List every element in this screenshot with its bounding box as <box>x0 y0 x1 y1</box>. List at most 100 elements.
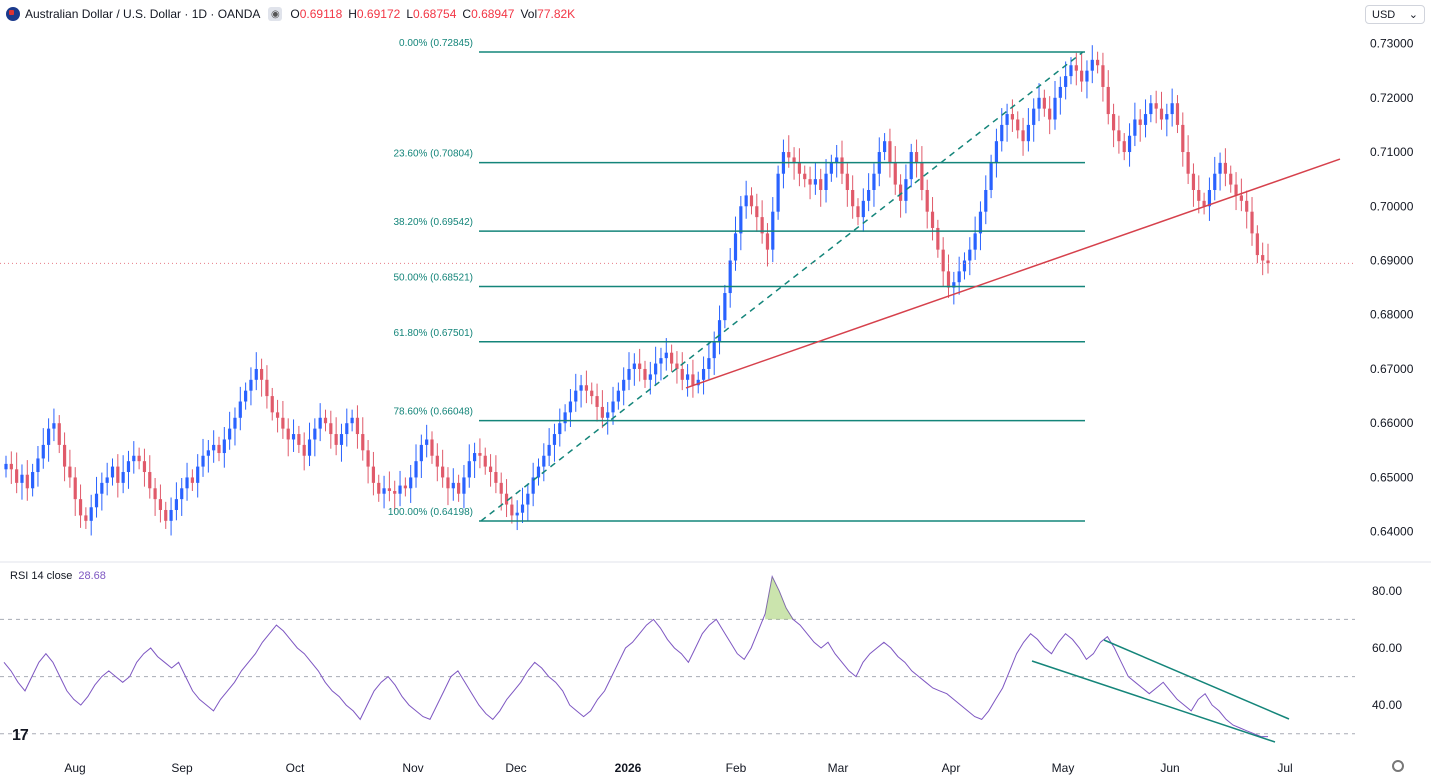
candle-body <box>675 363 679 369</box>
candle-body <box>1154 103 1158 109</box>
currency-selector[interactable]: USD ⌄ <box>1365 5 1425 24</box>
candle-body <box>371 466 376 483</box>
candle-body <box>595 396 599 407</box>
candle-body <box>73 477 77 500</box>
candle-body <box>1005 114 1009 125</box>
candle-body <box>776 173 780 212</box>
candle-body <box>499 482 503 494</box>
fib-level-label: 50.00% (0.68521) <box>393 272 473 283</box>
candle-body <box>872 173 876 190</box>
candle-body <box>946 271 951 288</box>
fib-level-label: 38.20% (0.69542) <box>393 217 473 228</box>
candle-body <box>31 472 35 489</box>
candle-body <box>472 453 477 462</box>
candle-body <box>393 491 397 494</box>
candle-body <box>984 189 988 212</box>
symbol-title: Australian Dollar / U.S. Dollar · 1D · O… <box>25 7 261 21</box>
candle-body <box>457 482 461 494</box>
candle-body <box>824 173 828 190</box>
currency-flag-icon <box>6 7 20 21</box>
candle-body <box>377 482 381 494</box>
candle-body <box>1255 233 1259 256</box>
candle-body <box>441 466 445 478</box>
candle-body <box>616 390 620 402</box>
candle-body <box>41 444 45 459</box>
price-axis-label: 0.67000 <box>1370 362 1414 376</box>
candle-body <box>520 504 525 513</box>
candle-body <box>1175 103 1180 125</box>
candle-body <box>952 282 956 288</box>
candle-body <box>787 152 791 158</box>
candle-body <box>1074 65 1078 71</box>
candle-body <box>1239 195 1243 201</box>
fib-level-label: 61.80% (0.67501) <box>393 328 473 339</box>
fib-level-label: 100.00% (0.64198) <box>388 507 473 518</box>
price-axis-label: 0.73000 <box>1370 37 1414 51</box>
candle-body <box>281 417 285 429</box>
time-axis-label: 2026 <box>615 761 642 775</box>
candle-body <box>1197 189 1201 201</box>
eye-icon[interactable]: ◉ <box>268 7 283 21</box>
candle-body <box>47 428 51 445</box>
candle-body <box>739 206 743 234</box>
time-axis-label: May <box>1052 761 1075 775</box>
candle-body <box>110 466 115 478</box>
candle-body <box>329 423 333 435</box>
candle-body <box>355 417 360 435</box>
candle-body <box>1026 124 1030 142</box>
candle-body <box>696 379 700 386</box>
candle-body <box>803 173 807 180</box>
time-axis-label: Sep <box>171 761 193 775</box>
time-axis-label: Feb <box>726 761 747 775</box>
candle-body <box>345 423 349 435</box>
candle-body <box>691 374 695 386</box>
candle-body <box>542 455 546 467</box>
candle-body <box>819 179 823 190</box>
candle-body <box>1064 76 1068 87</box>
candle-body <box>904 179 908 201</box>
candle-body <box>494 472 498 483</box>
candle-body <box>196 466 200 483</box>
candle-body <box>1085 70 1089 82</box>
candle-body <box>994 141 999 163</box>
price-axis-label: 0.69000 <box>1370 254 1414 268</box>
candle-body <box>701 368 706 380</box>
candle-body <box>547 444 551 456</box>
candle-body <box>180 488 184 500</box>
candle-body <box>1191 173 1196 190</box>
candle-body <box>398 485 402 494</box>
candle-body <box>89 507 93 521</box>
candle-body <box>291 434 296 440</box>
candle-body <box>318 417 322 429</box>
chevron-down-icon: ⌄ <box>1408 9 1418 21</box>
candle-body <box>1016 119 1020 131</box>
candle-body <box>403 485 407 489</box>
candle-body <box>1223 162 1227 174</box>
candle-body <box>611 401 615 413</box>
fib-level-label: 78.60% (0.66048) <box>393 407 473 418</box>
candle-body <box>792 157 796 163</box>
rsi-line <box>3 575 1268 738</box>
candle-body <box>1021 130 1025 142</box>
candle-body <box>425 439 429 445</box>
time-axis-label: Jun <box>1160 761 1179 775</box>
candle-body <box>462 477 466 494</box>
candle-body <box>590 390 594 397</box>
candle-body <box>914 152 919 163</box>
gear-icon[interactable] <box>1392 760 1404 772</box>
candle-body <box>286 428 290 440</box>
candle-body <box>808 179 812 185</box>
candle-body <box>909 152 913 180</box>
candle-body <box>1143 114 1148 125</box>
candle-body <box>275 412 280 418</box>
candle-body <box>1266 260 1270 264</box>
candle-body <box>9 463 13 470</box>
low-value: 0.68754 <box>413 7 457 21</box>
candle-body <box>323 417 328 424</box>
rsi-header: RSI 14 close 28.68 <box>10 570 106 582</box>
candle-body <box>989 162 993 190</box>
candle-body <box>861 200 865 218</box>
candle-body <box>1149 103 1153 115</box>
candle-body <box>579 385 583 391</box>
